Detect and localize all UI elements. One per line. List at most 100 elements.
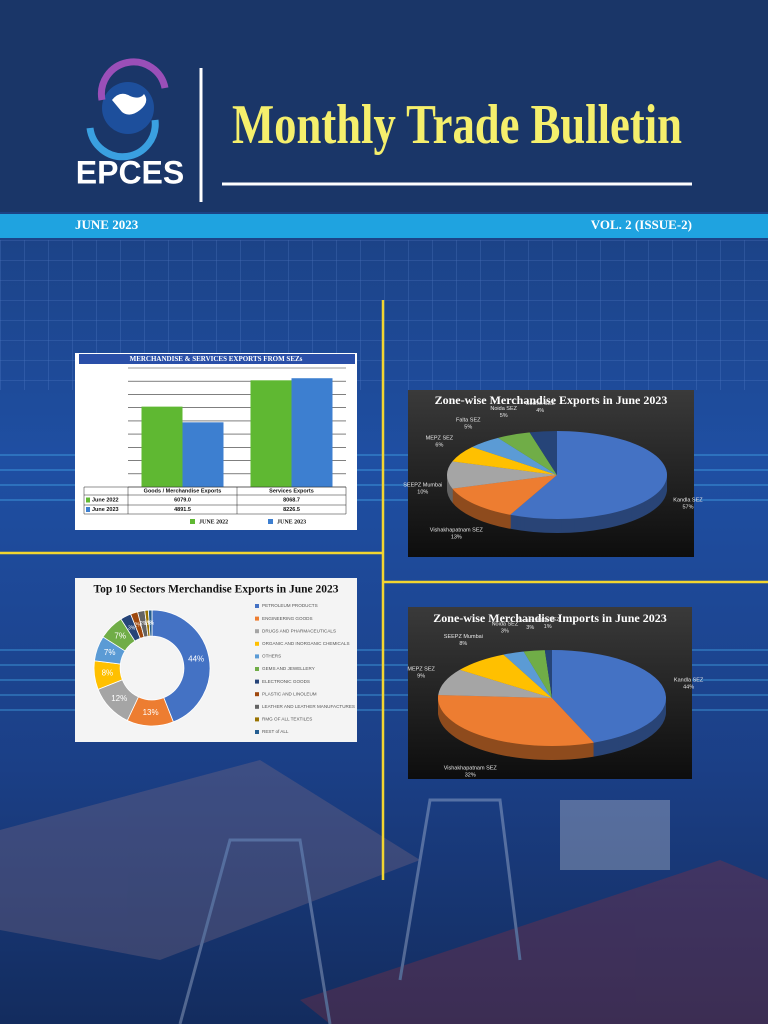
legend-label: REST of ALL bbox=[262, 729, 289, 734]
slice-label: Vishakhapatnam SEZ bbox=[444, 766, 498, 772]
pie-slice bbox=[498, 432, 557, 475]
slice-label: Noida SEZ bbox=[492, 621, 519, 627]
slice-value: 32% bbox=[465, 773, 476, 779]
slice-value: 13% bbox=[451, 535, 462, 541]
title: Monthly Trade Bulletin bbox=[232, 94, 682, 156]
slice-label: SEEPZ Mumbai bbox=[403, 482, 442, 488]
pie-slice bbox=[523, 650, 552, 698]
legend-label: JUNE 2022 bbox=[199, 519, 228, 525]
slice-label: Falta SEZ bbox=[456, 417, 481, 423]
chart-title: Zone-wise Merchandise Imports in June 20… bbox=[433, 611, 666, 625]
pie-slice bbox=[437, 694, 594, 747]
slice-value: 5% bbox=[500, 413, 508, 419]
slice-value: 8% bbox=[459, 641, 467, 647]
issue-date: JUNE 2023 bbox=[75, 217, 139, 232]
pie-slice bbox=[459, 654, 552, 698]
pie-slice bbox=[452, 475, 557, 515]
pie-slice bbox=[510, 431, 667, 519]
legend-label: PETROLEUM PRODUCTS bbox=[262, 603, 318, 608]
row-label: June 2023 bbox=[92, 507, 119, 513]
bar-title-band bbox=[79, 354, 355, 364]
chart-title: Top 10 Sectors Merchandise Exports in Ju… bbox=[93, 584, 338, 596]
bar bbox=[250, 380, 292, 487]
legend-label: PLASTIC AND LINOLEUM bbox=[262, 691, 317, 696]
legend-key bbox=[255, 616, 259, 621]
legend-key bbox=[255, 654, 259, 659]
bar bbox=[182, 422, 224, 487]
slice-label: Falta SEZ bbox=[535, 617, 560, 623]
table-value: 8068.7 bbox=[283, 497, 300, 503]
legend-key bbox=[190, 519, 195, 524]
legend-key bbox=[255, 730, 259, 734]
slice-value: 3% bbox=[501, 628, 509, 634]
legend-label: ORGANIC AND INORGANIC CHEMICALS bbox=[262, 641, 350, 646]
port-illustration bbox=[0, 760, 768, 1024]
table-value: 4891.5 bbox=[174, 507, 191, 513]
slice-label: Cochin SEZ bbox=[526, 401, 556, 407]
slice-value: 12% bbox=[111, 694, 127, 703]
slice-label: MEPZ SEZ bbox=[407, 666, 435, 672]
slice-label: Noida SEZ bbox=[490, 406, 517, 412]
slice-value: 1% bbox=[144, 621, 152, 627]
pie-slice bbox=[552, 650, 666, 743]
slice-value: 4% bbox=[536, 408, 544, 414]
slice-label: SEEPZ Mumbai bbox=[444, 634, 483, 640]
pie-slice bbox=[544, 650, 552, 698]
slice-value: 9% bbox=[417, 673, 425, 679]
slice-value: 13% bbox=[143, 708, 159, 717]
legend-key bbox=[268, 519, 273, 524]
bar bbox=[291, 378, 333, 487]
slice-value: 1% bbox=[147, 620, 155, 626]
slice-value: 57% bbox=[682, 504, 693, 510]
slice-value: 3% bbox=[128, 625, 136, 631]
legend-label: OTHERS bbox=[262, 654, 281, 659]
pie-slice bbox=[151, 609, 211, 723]
slice-label: Vishakhapatnam SEZ bbox=[430, 528, 484, 534]
connector-lines bbox=[0, 300, 768, 880]
slice-value: 2% bbox=[140, 621, 148, 627]
row-label: June 2022 bbox=[92, 497, 119, 503]
legend-key bbox=[255, 704, 259, 709]
legend-label: ELECTRONIC GOODS bbox=[262, 679, 310, 684]
table-header: Services Exports bbox=[269, 488, 314, 494]
table-value: 6079.0 bbox=[174, 497, 191, 503]
chart-title: MERCHANDISE & SERVICES EXPORTS FROM SEZs bbox=[130, 355, 303, 363]
slice-value: 8% bbox=[102, 669, 114, 678]
pie-slice bbox=[503, 651, 552, 698]
legend-label: LEATHER AND LEATHER MANUFACTURES bbox=[262, 704, 355, 709]
legend-label: GEMS AND JEWELLERY bbox=[262, 666, 315, 671]
legend-key bbox=[255, 717, 259, 722]
legend-label: RMG OF ALL TEXTILES bbox=[262, 717, 312, 722]
table-header: Goods / Merchandise Exports bbox=[144, 488, 222, 494]
slice-value: 6% bbox=[435, 443, 443, 449]
legend-key bbox=[255, 667, 259, 671]
table-key bbox=[86, 507, 90, 512]
legend-key bbox=[255, 629, 259, 634]
slice-value: 5% bbox=[464, 424, 472, 430]
pie-slice bbox=[446, 461, 557, 489]
slice-value: 1% bbox=[544, 624, 552, 630]
legend-key bbox=[255, 604, 259, 608]
pie-slice bbox=[147, 609, 153, 637]
slice-label: MEPZ SEZ bbox=[426, 436, 454, 442]
legend-label: DRUGS AND PHARMACEUTICALS bbox=[262, 628, 336, 633]
issue-band bbox=[0, 214, 768, 238]
legend-key bbox=[255, 679, 259, 684]
table-value: 8226.5 bbox=[283, 507, 300, 513]
slice-label: Kandla SEZ bbox=[673, 497, 703, 503]
slice-value: 2% bbox=[134, 623, 142, 629]
legend-label: JUNE 2023 bbox=[277, 519, 306, 525]
logo bbox=[86, 58, 169, 161]
volume: VOL. 2 (ISSUE-2) bbox=[591, 217, 692, 232]
slice-label: Cochin SEZ bbox=[516, 618, 546, 624]
logo-text: EPCES bbox=[76, 154, 184, 190]
slice-value: 44% bbox=[683, 685, 694, 691]
pie-slice bbox=[452, 446, 557, 475]
pie-slice bbox=[529, 431, 557, 475]
legend-key bbox=[255, 641, 259, 646]
chart-title: Zone-wise Merchandise Exports in June 20… bbox=[435, 393, 668, 407]
slice-value: 7% bbox=[114, 631, 126, 640]
slice-label: Kandla SEZ bbox=[674, 678, 704, 684]
slice-value: 3% bbox=[526, 625, 534, 631]
